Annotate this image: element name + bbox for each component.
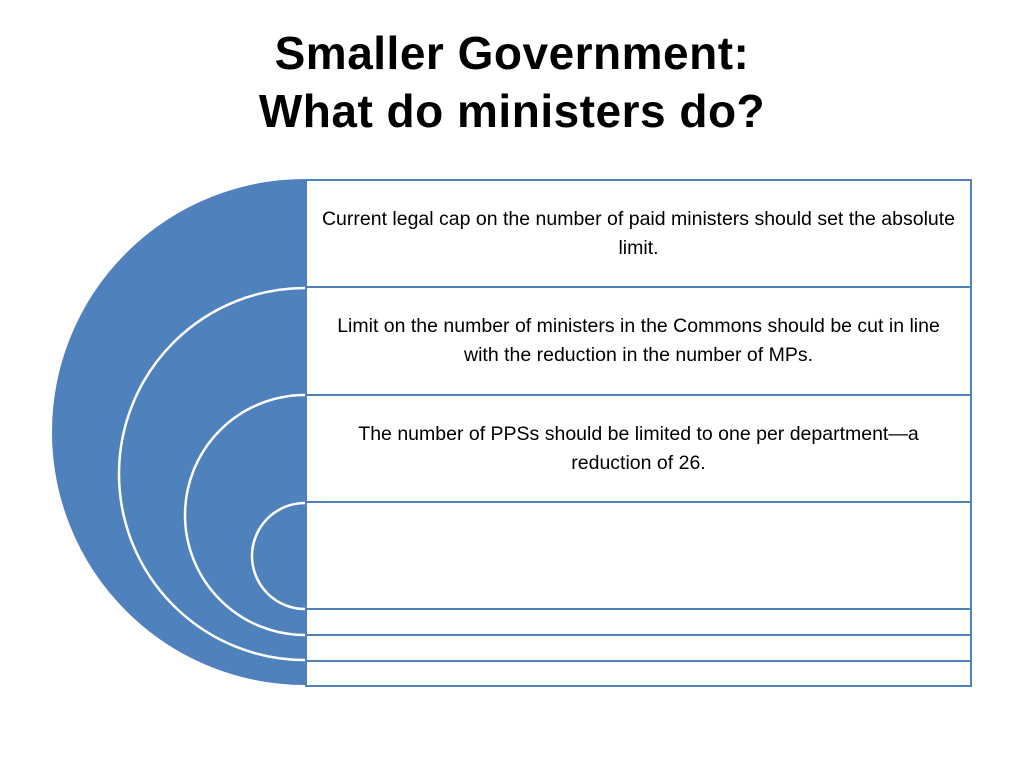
diagram-box-4 (305, 501, 972, 610)
diagram-box-1-text: Current legal cap on the number of paid … (321, 208, 956, 259)
title-line-2: What do ministers do? (258, 85, 766, 137)
arc-level-1 (117, 286, 306, 662)
diagram-box-3: The number of PPSs should be limited to … (305, 394, 972, 503)
diagram-box-2: Limit on the number of ministers in the … (305, 286, 972, 396)
title-line-1: Smaller Government: (274, 27, 750, 79)
arc-level-2 (183, 393, 306, 637)
diagram-strip-1 (305, 608, 972, 636)
diagram-box-3-text: The number of PPSs should be limited to … (358, 423, 919, 474)
diagram-box-2-text: Limit on the number of ministers in the … (337, 315, 940, 366)
diagram-strip-3 (305, 660, 972, 687)
outer-half-circle (52, 178, 306, 686)
arc-level-3 (250, 501, 306, 611)
diagram-strip-2 (305, 634, 972, 662)
slide-title: Smaller Government: What do ministers do… (0, 24, 1024, 140)
diagram-box-1: Current legal cap on the number of paid … (305, 179, 972, 288)
